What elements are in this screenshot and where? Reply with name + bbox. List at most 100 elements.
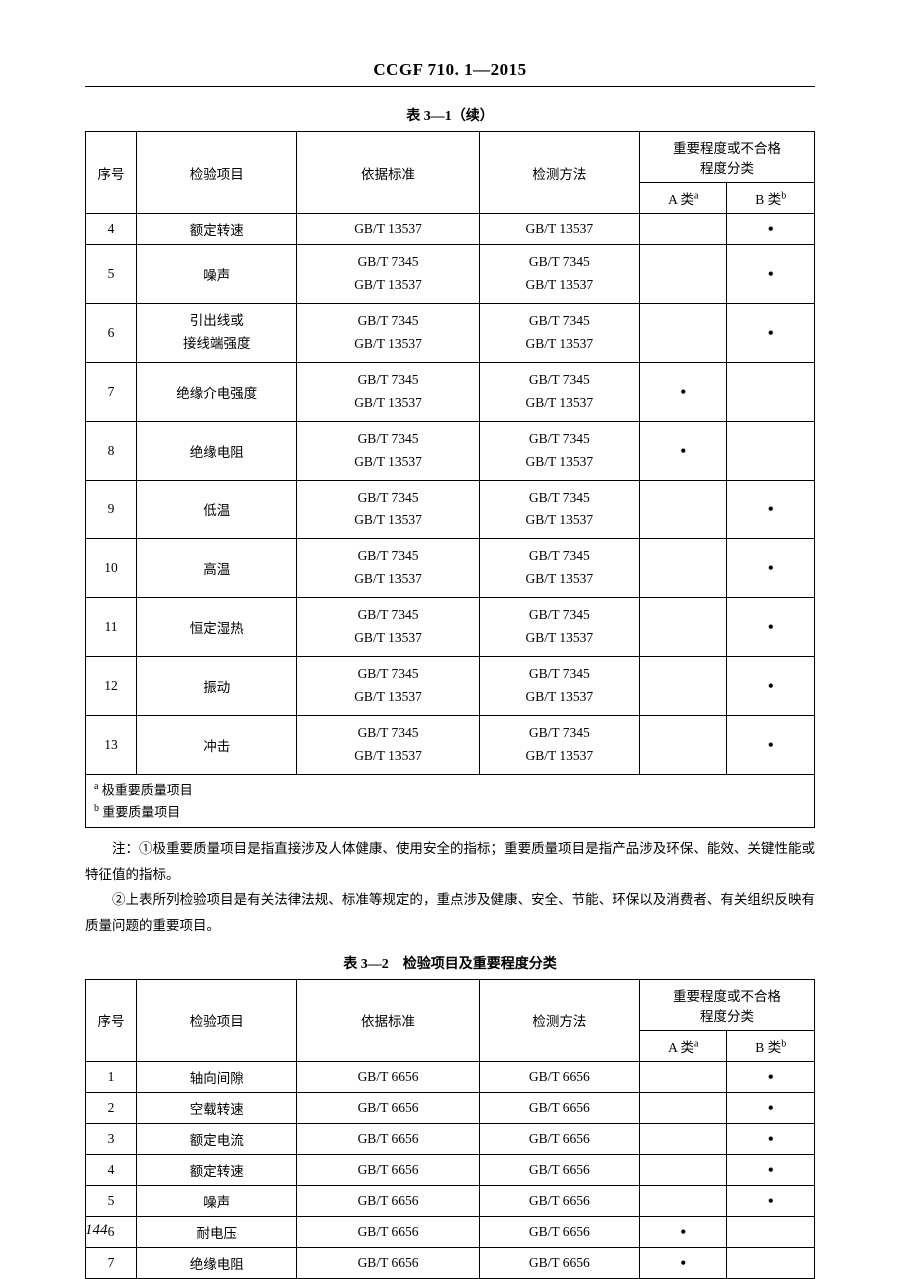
table1-caption: 表 3—1（续）	[85, 105, 815, 125]
table-cell: 12	[86, 657, 137, 716]
table-cell	[640, 303, 727, 362]
table-cell: 额定转速	[137, 1154, 297, 1185]
table-cell	[640, 716, 727, 775]
th-class-a: A 类a	[640, 183, 727, 214]
table-cell	[727, 1247, 815, 1278]
table-cell: 耐电压	[137, 1216, 297, 1247]
table-cell: GB/T 7345GB/T 13537	[297, 539, 479, 598]
table-cell: 9	[86, 480, 137, 539]
table-cell	[640, 480, 727, 539]
th-seq: 序号	[86, 979, 137, 1061]
table-cell: •	[727, 1185, 815, 1216]
th-item: 检验项目	[137, 979, 297, 1061]
table-cell	[640, 1154, 727, 1185]
table-row: 7绝缘电阻GB/T 6656GB/T 6656•	[86, 1247, 815, 1278]
table2: 序号 检验项目 依据标准 检测方法 重要程度或不合格程度分类 A 类a B 类b…	[85, 979, 815, 1279]
table-cell: 恒定湿热	[137, 598, 297, 657]
table-cell: •	[727, 303, 815, 362]
table-row: 13冲击GB/T 7345GB/T 13537GB/T 7345GB/T 135…	[86, 716, 815, 775]
table-cell: •	[640, 362, 727, 421]
notes-block: 注：①极重要质量项目是指直接涉及人体健康、使用安全的指标；重要质量项目是指产品涉…	[85, 836, 815, 939]
table-cell: GB/T 7345GB/T 13537	[479, 539, 639, 598]
table-cell: GB/T 6656	[297, 1216, 479, 1247]
table-cell: 轴向间隙	[137, 1061, 297, 1092]
table-cell: GB/T 7345GB/T 13537	[479, 716, 639, 775]
table-cell: 2	[86, 1092, 137, 1123]
table-cell: •	[640, 1216, 727, 1247]
table-cell: GB/T 7345GB/T 13537	[297, 245, 479, 304]
table-row: 6耐电压GB/T 6656GB/T 6656•	[86, 1216, 815, 1247]
table-cell: GB/T 13537	[479, 214, 639, 245]
th-class-b: B 类b	[727, 1030, 815, 1061]
table-cell: 空载转速	[137, 1092, 297, 1123]
table-cell: GB/T 7345GB/T 13537	[479, 598, 639, 657]
table-cell: 5	[86, 245, 137, 304]
table-cell: •	[727, 657, 815, 716]
table-row: 9低温GB/T 7345GB/T 13537GB/T 7345GB/T 1353…	[86, 480, 815, 539]
table-cell	[640, 598, 727, 657]
table-cell: 噪声	[137, 245, 297, 304]
note-line2: ②上表所列检验项目是有关法律法规、标准等规定的，重点涉及健康、安全、节能、环保以…	[85, 887, 815, 938]
table1-footnotes: a 极重要质量项目 b 重要质量项目	[86, 774, 815, 827]
table-cell: GB/T 6656	[297, 1061, 479, 1092]
table-cell: 8	[86, 421, 137, 480]
th-standard: 依据标准	[297, 132, 479, 214]
th-item: 检验项目	[137, 132, 297, 214]
th-standard: 依据标准	[297, 979, 479, 1061]
table-cell	[640, 539, 727, 598]
table-cell: 4	[86, 214, 137, 245]
table-cell: 低温	[137, 480, 297, 539]
table-cell: •	[727, 1123, 815, 1154]
table-row: 7绝缘介电强度GB/T 7345GB/T 13537GB/T 7345GB/T …	[86, 362, 815, 421]
table-cell: GB/T 7345GB/T 13537	[479, 421, 639, 480]
table-cell: •	[727, 539, 815, 598]
table-row: 3额定电流GB/T 6656GB/T 6656•	[86, 1123, 815, 1154]
table-cell: 7	[86, 1247, 137, 1278]
table-cell: •	[727, 1154, 815, 1185]
table-cell: 绝缘介电强度	[137, 362, 297, 421]
table-cell: GB/T 6656	[479, 1185, 639, 1216]
table-cell: GB/T 6656	[297, 1123, 479, 1154]
table-cell: GB/T 6656	[297, 1092, 479, 1123]
table-cell: •	[727, 598, 815, 657]
table-cell: •	[727, 1061, 815, 1092]
table-cell	[640, 214, 727, 245]
table-cell: 噪声	[137, 1185, 297, 1216]
table-cell: 绝缘电阻	[137, 1247, 297, 1278]
table-cell	[727, 362, 815, 421]
table-cell: 13	[86, 716, 137, 775]
document-header: CCGF 710. 1—2015	[85, 60, 815, 87]
table-cell: GB/T 6656	[479, 1216, 639, 1247]
table-cell	[727, 1216, 815, 1247]
table-cell: •	[727, 716, 815, 775]
table-cell: •	[640, 1247, 727, 1278]
table-cell	[640, 1123, 727, 1154]
table2-header-row1: 序号 检验项目 依据标准 检测方法 重要程度或不合格程度分类	[86, 979, 815, 1030]
table-cell: GB/T 7345GB/T 13537	[297, 421, 479, 480]
table-cell: 冲击	[137, 716, 297, 775]
table1: 序号 检验项目 依据标准 检测方法 重要程度或不合格程度分类 A 类a B 类b…	[85, 131, 815, 828]
th-class-a: A 类a	[640, 1030, 727, 1061]
table-row: 4额定转速GB/T 13537GB/T 13537•	[86, 214, 815, 245]
table-cell: GB/T 7345GB/T 13537	[479, 245, 639, 304]
table-cell: 6	[86, 303, 137, 362]
table-cell: •	[727, 1092, 815, 1123]
table-cell: GB/T 7345GB/T 13537	[297, 362, 479, 421]
table-cell: 引出线或接线端强度	[137, 303, 297, 362]
th-method: 检测方法	[479, 979, 639, 1061]
table-cell: GB/T 6656	[479, 1123, 639, 1154]
th-importance: 重要程度或不合格程度分类	[640, 132, 815, 183]
page-number: 144	[85, 1222, 108, 1239]
th-seq: 序号	[86, 132, 137, 214]
table-row: 8绝缘电阻GB/T 7345GB/T 13537GB/T 7345GB/T 13…	[86, 421, 815, 480]
table-cell	[640, 245, 727, 304]
table-cell: 4	[86, 1154, 137, 1185]
table-cell: 3	[86, 1123, 137, 1154]
th-method: 检测方法	[479, 132, 639, 214]
table-cell: 额定电流	[137, 1123, 297, 1154]
table-cell: GB/T 7345GB/T 13537	[297, 303, 479, 362]
table-cell: GB/T 6656	[479, 1247, 639, 1278]
table-cell	[640, 1185, 727, 1216]
table-cell	[727, 421, 815, 480]
table-cell: GB/T 6656	[479, 1061, 639, 1092]
